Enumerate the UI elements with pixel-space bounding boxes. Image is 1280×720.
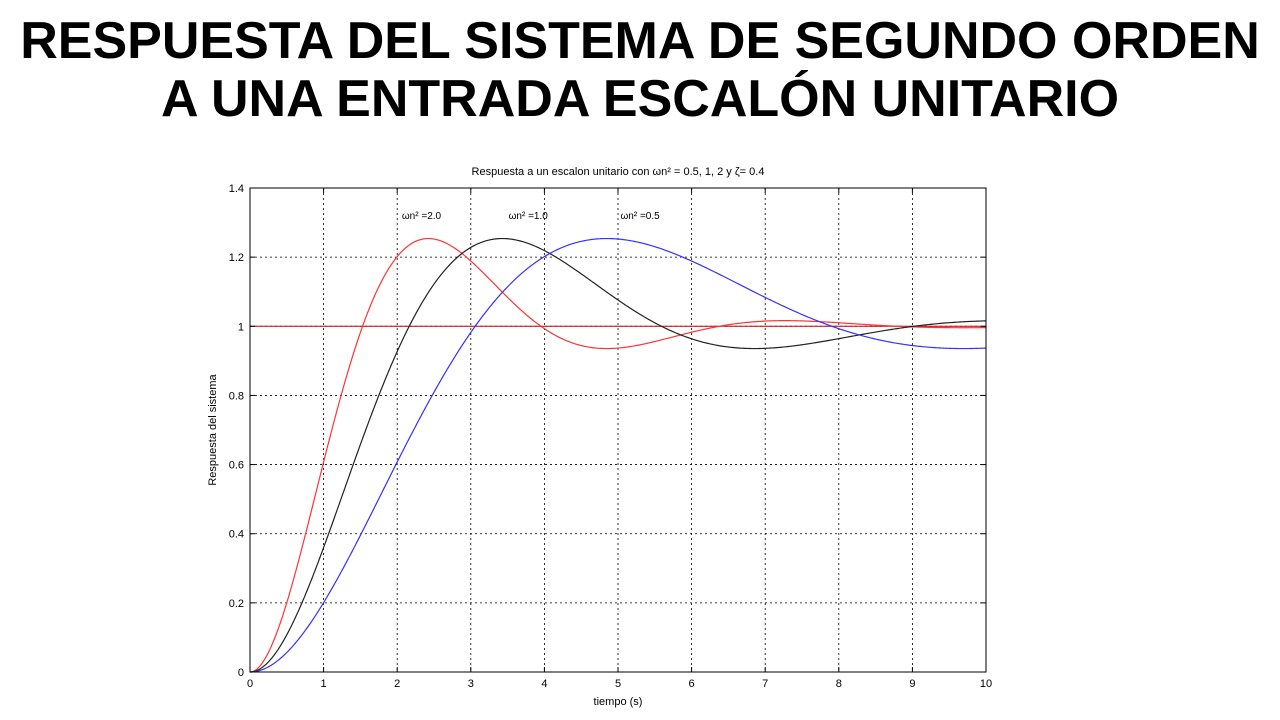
y-tick-label: 1.4 [229, 183, 244, 195]
y-tick-label: 0.2 [229, 598, 244, 610]
chart-title: Respuesta a un escalon unitario con ωn² … [472, 166, 765, 178]
x-tick-label: 5 [615, 678, 621, 690]
y-tick-label: 0.4 [229, 529, 244, 541]
tick-marks [249, 187, 987, 673]
series-line [249, 237, 987, 673]
x-tick-label: 1 [321, 678, 327, 690]
y-tick-label: 0.8 [229, 390, 244, 402]
y-axis-label: Respuesta del sistema [207, 373, 219, 485]
slide-title: RESPUESTA DEL SISTEMA DE SEGUNDO ORDEN A… [20, 12, 1260, 128]
y-tick-label: 1.2 [229, 252, 244, 264]
x-tick-label: 10 [980, 678, 992, 690]
x-tick-label: 3 [468, 678, 474, 690]
x-tick-label: 8 [836, 678, 842, 690]
y-tick-label: 1 [238, 321, 244, 333]
x-tick-label: 4 [541, 678, 547, 690]
grid-lines [250, 188, 986, 672]
series-label: ωn² =1.0 [509, 211, 549, 222]
step-response-chart: Respuesta a un escalon unitario con ωn² … [207, 166, 992, 708]
x-tick-label: 6 [689, 678, 695, 690]
series-label: ωn² =2.0 [402, 211, 442, 222]
chart-figure: Respuesta a un escalon unitario con ωn² … [196, 158, 1026, 720]
y-tick-label: 0.6 [229, 460, 244, 472]
series-layer [249, 237, 987, 673]
y-tick-label: 0 [238, 667, 244, 679]
x-tick-label: 0 [247, 678, 253, 690]
x-tick-label: 9 [909, 678, 915, 690]
x-tick-label: 2 [394, 678, 400, 690]
series-label: ωn² =0.5 [620, 211, 660, 222]
series-line [249, 237, 987, 673]
x-tick-label: 7 [762, 678, 768, 690]
series-line [249, 237, 987, 673]
x-axis-label: tiempo (s) [594, 696, 643, 708]
